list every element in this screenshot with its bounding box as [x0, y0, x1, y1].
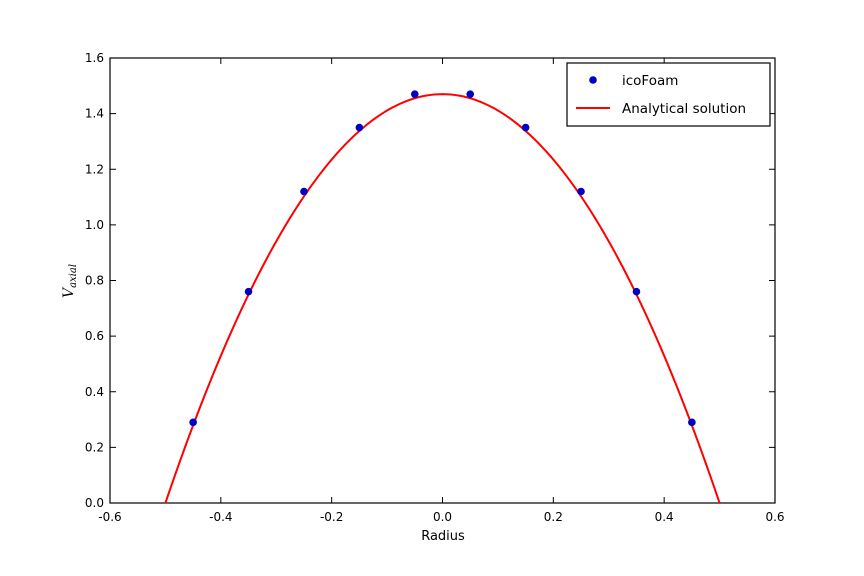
x-axis-label: Radius — [421, 529, 465, 544]
icofoam-point — [521, 123, 530, 132]
legend-box — [566, 62, 771, 127]
icofoam-point — [355, 123, 364, 132]
icofoam-point — [688, 418, 696, 427]
y-tick-label: 0.8 — [85, 274, 104, 288]
icofoam-point — [466, 90, 475, 98]
y-tick-label: 1.4 — [85, 107, 104, 121]
x-tick-label: 0.2 — [544, 510, 563, 524]
y-tick-label: 0.2 — [85, 440, 104, 454]
y-tick-label: 0.4 — [85, 385, 104, 399]
y-axis-label-sub: axial — [68, 264, 79, 288]
icofoam-points-group — [189, 90, 696, 427]
x-tick-label: 0.6 — [765, 510, 784, 524]
y-tick-label: 1.0 — [85, 218, 104, 232]
x-tick-label: 0.0 — [433, 510, 452, 524]
y-axis-label: Vaxial — [61, 264, 79, 298]
icofoam-point — [577, 187, 585, 196]
axis-ticks: -0.6 -0.4 -0.2 0.0 0.2 0.4 0.6 0.0 0.2 0.4 0.6 0.8 1… — [85, 51, 785, 524]
x-tick-label: -0.4 — [209, 510, 232, 524]
y-tick-label: 1.2 — [85, 162, 104, 176]
legend-label-icofoam: icoFoam — [622, 73, 678, 89]
legend-marker-icofoam — [589, 76, 597, 84]
y-tick-label: 1.6 — [85, 51, 104, 65]
y-tick-label: 0.0 — [85, 496, 104, 510]
x-tick-label: -0.6 — [98, 510, 121, 524]
icofoam-point — [410, 90, 419, 98]
x-tick-label: -0.2 — [320, 510, 343, 524]
analytical-curve-group — [164, 93, 721, 504]
x-tick-label: 0.4 — [655, 510, 674, 524]
y-tick-label: 0.6 — [85, 329, 104, 343]
y-axis-label-main: V — [61, 286, 77, 298]
legend: icoFoam Analytical solution — [566, 62, 771, 127]
icofoam-point — [244, 287, 253, 296]
icofoam-point — [189, 418, 197, 427]
icofoam-point — [300, 187, 308, 196]
analytical-solution-line — [164, 93, 721, 504]
legend-label-analytical: Analytical solution — [622, 101, 746, 117]
icofoam-point — [632, 287, 641, 296]
